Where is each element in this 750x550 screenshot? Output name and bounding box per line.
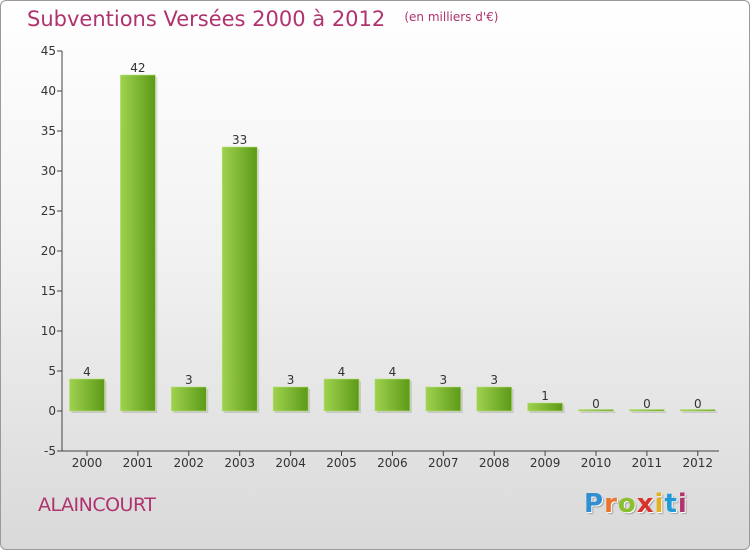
y-tick-label: 35 — [41, 124, 56, 138]
title-row: Subventions Versées 2000 à 2012 (en mill… — [27, 7, 498, 31]
bar-2006 — [374, 378, 411, 412]
value-label: 4 — [389, 365, 397, 379]
value-label: 3 — [439, 373, 447, 387]
bar-2001 — [120, 74, 156, 412]
chart-title: Subventions Versées 2000 à 2012 — [27, 7, 386, 31]
value-label: 33 — [232, 133, 247, 147]
logo-letter: o — [617, 489, 637, 519]
bar-shadow — [682, 411, 718, 413]
x-tick-label: 2005 — [326, 456, 357, 470]
value-label: 0 — [592, 397, 600, 411]
value-label: 1 — [541, 389, 549, 403]
bar-2009 — [527, 402, 563, 412]
y-tick-label: 0 — [48, 404, 56, 418]
y-tick-label: 15 — [41, 284, 56, 298]
value-label: 3 — [185, 373, 193, 387]
x-tick-label: 2009 — [530, 456, 561, 470]
x-tick-label: 2006 — [377, 456, 408, 470]
value-label: 0 — [694, 397, 702, 411]
x-tick-label: 2004 — [275, 456, 306, 470]
y-tick-label: 5 — [48, 364, 56, 378]
x-tick-label: 2007 — [428, 456, 459, 470]
x-tick-label: 2011 — [632, 456, 663, 470]
bar-2004 — [272, 386, 309, 412]
x-tick-label: 2008 — [479, 456, 510, 470]
y-tick-label: 10 — [41, 324, 56, 338]
labels-group: 2000420014220023200333200432005420064200… — [72, 61, 713, 470]
value-label: 4 — [83, 365, 91, 379]
x-tick-label: 2001 — [123, 456, 154, 470]
proxiti-logo[interactable]: Proxiti — [584, 489, 688, 519]
chart-subtitle: (en milliers d'€) — [404, 10, 499, 24]
bar-2010 — [578, 409, 614, 412]
bar-shadow — [580, 411, 616, 413]
bar-2005 — [323, 378, 360, 412]
x-tick-label: 2012 — [683, 456, 714, 470]
bar-2002 — [171, 386, 207, 412]
value-label: 0 — [643, 397, 651, 411]
y-tick-label: 25 — [41, 204, 56, 218]
bar-2000 — [69, 378, 105, 412]
bar-2011 — [629, 409, 665, 412]
logo-letter: P — [584, 489, 605, 519]
y-tick-label: 45 — [41, 44, 56, 58]
logo-letter: t — [664, 489, 678, 519]
y-tick-label: 20 — [41, 244, 56, 258]
y-tick-label: -5 — [44, 444, 56, 458]
bar-2012 — [679, 409, 716, 412]
bar-2007 — [425, 386, 462, 412]
value-label: 3 — [287, 373, 295, 387]
bars-group — [69, 74, 718, 413]
y-tick-label: 30 — [41, 164, 56, 178]
logo-letter: x — [636, 489, 655, 519]
x-tick-label: 2010 — [581, 456, 612, 470]
logo-letter: r — [604, 489, 618, 519]
value-label: 42 — [130, 61, 145, 75]
logo-letter: i — [654, 489, 665, 519]
bar-2008 — [476, 386, 513, 412]
commune-name: ALAINCOURT — [38, 494, 156, 516]
value-label: 3 — [490, 373, 498, 387]
x-tick-label: 2002 — [174, 456, 205, 470]
x-tick-label: 2000 — [72, 456, 103, 470]
bar-2003 — [221, 146, 258, 412]
x-tick-label: 2003 — [224, 456, 255, 470]
value-label: 4 — [338, 365, 346, 379]
bar-shadow — [631, 411, 667, 413]
y-tick-label: 40 — [41, 84, 56, 98]
logo-letter: i — [677, 489, 688, 519]
